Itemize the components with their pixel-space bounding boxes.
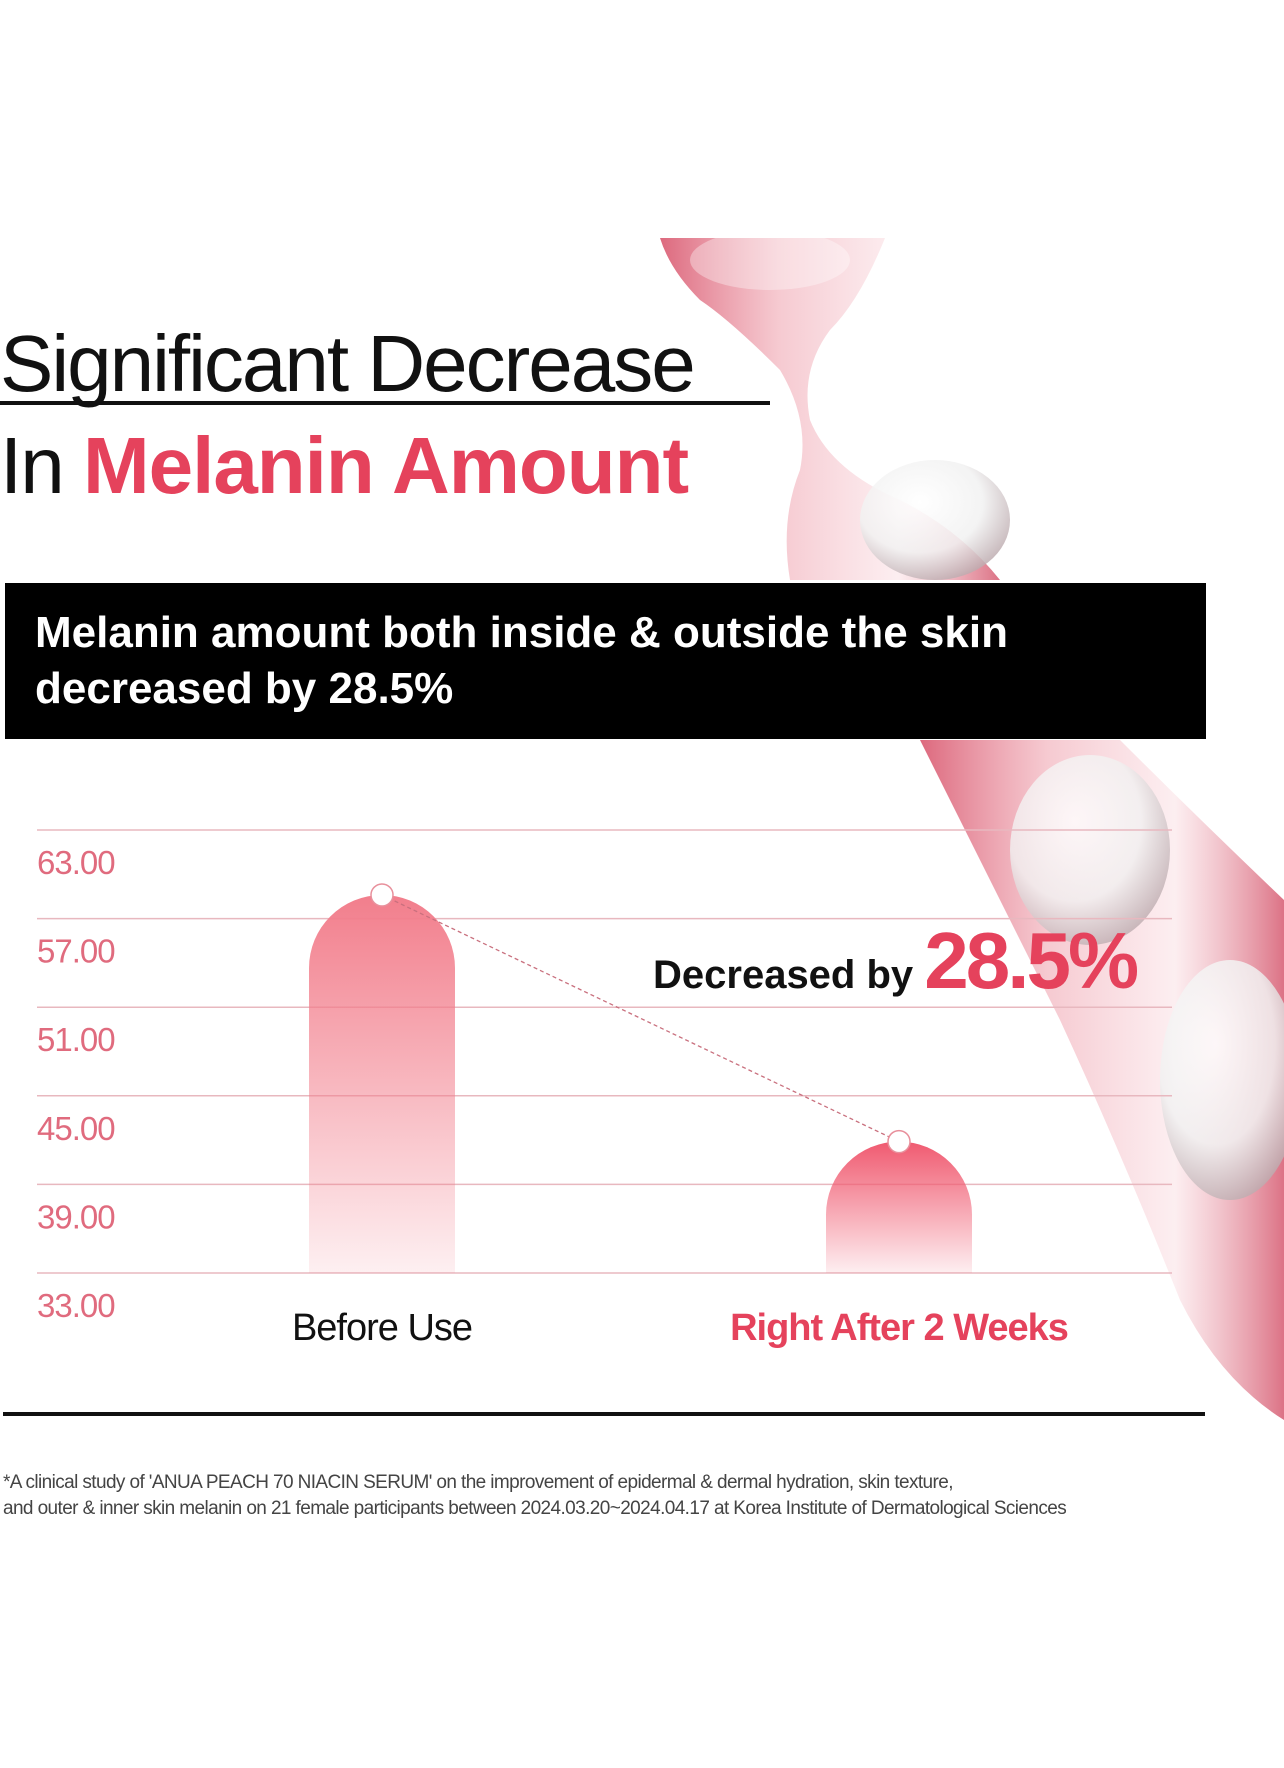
footnote-line2: and outer & inner skin melanin on 21 fem… [3, 1498, 1067, 1519]
banner-line2: decreased by 28.5% [35, 664, 454, 713]
bar-after-2-weeks [826, 1141, 972, 1273]
bottom-divider [3, 1412, 1205, 1416]
x-category-label: Before Use [292, 1307, 472, 1349]
x-category-label: Right After 2 Weeks [730, 1307, 1068, 1349]
data-point-marker [370, 883, 394, 907]
data-point-marker [887, 1129, 911, 1154]
decrease-annotation: Decreased by 28.5% [653, 916, 1138, 1005]
y-tick-label: 57.00 [37, 933, 115, 970]
connector-line [381, 894, 900, 1143]
annotation-value: 28.5% [924, 916, 1138, 1005]
headline-prefix: In [0, 421, 83, 510]
headline-underline [0, 401, 770, 405]
headline-accent: Melanin Amount [82, 421, 689, 510]
footnote: *A clinical study of 'ANUA PEACH 70 NIAC… [3, 1470, 1067, 1522]
y-tick-label: 39.00 [37, 1198, 115, 1235]
footnote-line1: *A clinical study of 'ANUA PEACH 70 NIAC… [3, 1472, 954, 1493]
annotation-prefix: Decreased by [653, 953, 924, 997]
y-tick-label: 45.00 [37, 1110, 115, 1147]
bar-before-use [309, 894, 455, 1273]
headline-line1: Significant Decrease [0, 319, 696, 408]
y-tick-label: 33.00 [37, 1287, 115, 1324]
headline-line2: In Melanin Amount [0, 420, 689, 512]
y-tick-label: 63.00 [37, 844, 115, 881]
y-tick-label: 51.00 [37, 1021, 115, 1058]
summary-banner: Melanin amount both inside & outside the… [5, 583, 1206, 739]
melanin-bar-chart: 63.00 57.00 51.00 45.00 39.00 33.00 Before Use… [37, 829, 1172, 1349]
banner-line1: Melanin amount both inside & outside the… [35, 608, 1008, 657]
